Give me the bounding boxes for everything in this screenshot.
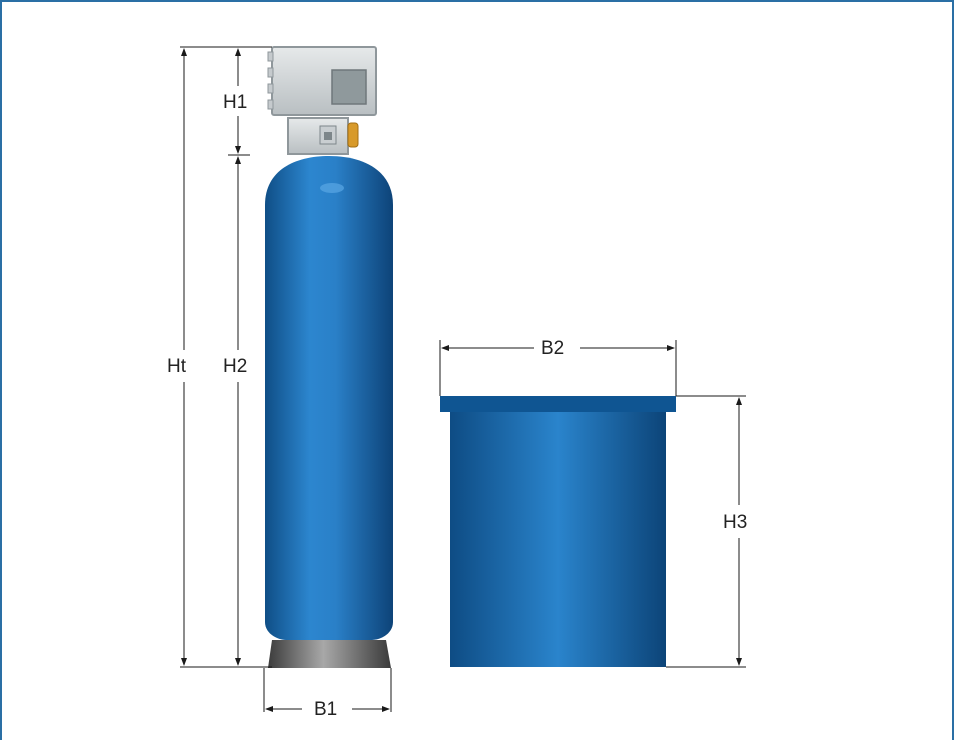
- brine-tank: [440, 396, 676, 667]
- tank-base: [268, 640, 391, 668]
- label-b2: B2: [541, 338, 564, 359]
- label-ht: Ht: [167, 356, 187, 377]
- label-h3: H3: [723, 512, 747, 533]
- control-valve-head: [267, 46, 377, 155]
- label-h2: H2: [223, 356, 247, 377]
- dimension-lines: [180, 46, 746, 712]
- label-b1: B1: [314, 699, 337, 720]
- label-h1: H1: [223, 92, 247, 113]
- resin-tank: [265, 156, 393, 668]
